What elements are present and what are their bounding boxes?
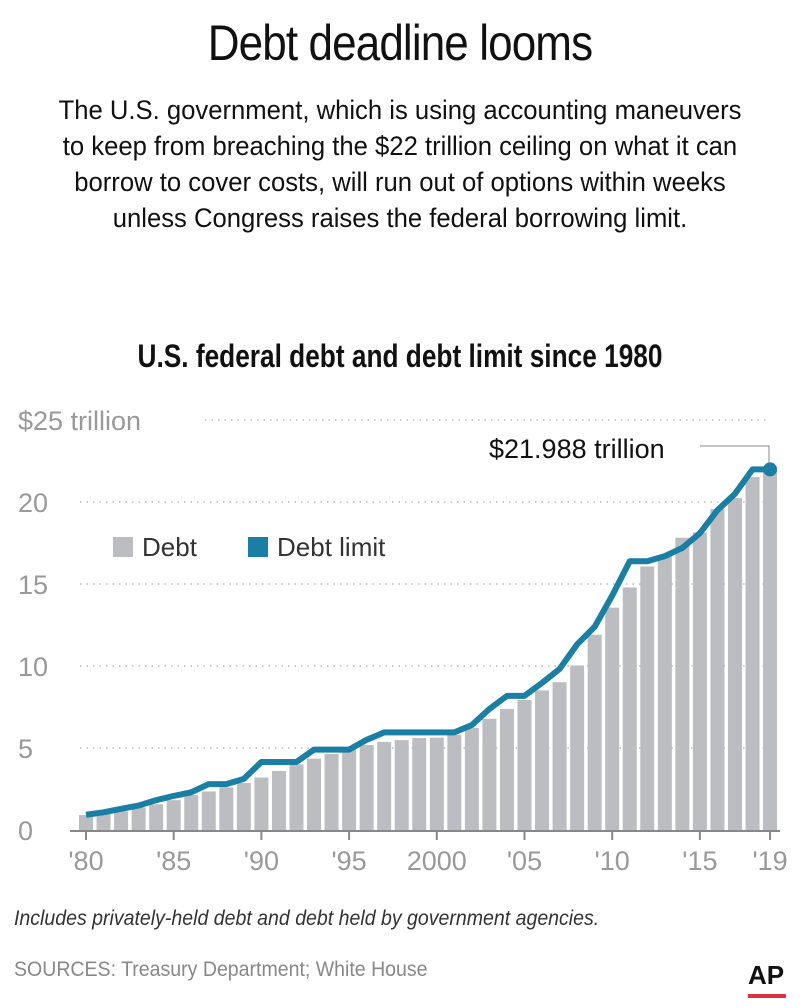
x-tick-label: '15 <box>682 846 717 876</box>
bar-debt <box>570 665 585 830</box>
bar-debt <box>622 587 637 830</box>
bar-debt <box>289 764 304 830</box>
page-title: Debt deadline looms <box>207 15 593 71</box>
bar-debt <box>184 795 199 830</box>
bar-debt <box>219 787 234 830</box>
bar-debt <box>763 469 778 830</box>
bar-debt <box>96 813 111 830</box>
annotation-leader <box>700 445 770 464</box>
bar-debt <box>727 498 742 830</box>
bar-debt <box>236 782 251 830</box>
legend-label-debt: Debt <box>142 532 198 562</box>
bar-debt <box>201 791 216 830</box>
bar-debt <box>517 699 532 830</box>
bar-debt <box>377 741 392 830</box>
bar-debt <box>114 811 129 830</box>
bar-debt <box>271 770 286 830</box>
bar-debt <box>307 758 322 830</box>
bar-debt <box>552 682 567 830</box>
x-tick-label: 2000 <box>407 846 467 876</box>
y-tick-label: $25 trillion <box>18 406 141 436</box>
bar-debt <box>587 634 602 830</box>
bar-debt <box>657 555 672 830</box>
x-tick-label: '85 <box>156 846 191 876</box>
y-tick-label: 10 <box>18 652 48 682</box>
bar-debt <box>359 745 374 830</box>
chart-title: U.S. federal debt and debt limit since 1… <box>137 338 663 374</box>
bar-debt <box>149 804 164 830</box>
bar-debt <box>394 740 409 830</box>
bar-debt <box>412 737 427 830</box>
legend-label-debt-limit: Debt limit <box>277 532 386 562</box>
y-tick-label: 5 <box>18 734 33 764</box>
sources: SOURCES: Treasury Department; White Hous… <box>14 958 428 981</box>
y-tick-label: 20 <box>18 488 48 518</box>
ap-logo: AP <box>748 960 785 990</box>
bar-debt <box>675 537 690 830</box>
bar-debt <box>342 749 357 830</box>
bar-debt <box>131 807 146 830</box>
y-tick-label: 0 <box>18 816 33 846</box>
x-tick-label: '90 <box>244 846 279 876</box>
bar-debt <box>324 753 339 830</box>
x-tick-label: '10 <box>595 846 630 876</box>
bar-debt <box>535 690 550 830</box>
legend-swatch-debt-limit <box>248 537 268 557</box>
bar-debt <box>745 477 760 830</box>
bar-debt <box>482 718 497 830</box>
bar-debt <box>499 708 514 830</box>
debt-limit-line <box>85 466 771 818</box>
x-tick-label: '05 <box>507 846 542 876</box>
bar-debt <box>166 800 181 830</box>
bar-debt <box>254 777 269 830</box>
bar-debt <box>692 532 707 830</box>
bar-debt <box>710 509 725 830</box>
x-tick-label: '80 <box>68 846 103 876</box>
bar-debt <box>447 734 462 830</box>
chart: 0 5 10 15 20 $25 trillion '80 '85 '90 '95 2000 '05 '… <box>18 406 788 876</box>
bar-debt <box>429 737 444 830</box>
bar-debt <box>79 815 93 830</box>
endpoint-marker <box>763 462 778 477</box>
subtitle: The U.S. government, which is using acco… <box>58 95 742 233</box>
legend-swatch-debt <box>113 537 133 557</box>
x-tick-label: '95 <box>332 846 367 876</box>
bar-debt <box>640 566 655 830</box>
annotation-label: $21.988 trillion <box>489 434 665 464</box>
ap-logo-bar <box>748 994 786 998</box>
x-tick-label: '19 <box>752 846 787 876</box>
bar-debt <box>605 607 620 830</box>
y-tick-label: 15 <box>18 570 48 600</box>
bar-debt <box>464 727 479 830</box>
chart-note: Includes privately-held debt and debt he… <box>14 907 600 930</box>
